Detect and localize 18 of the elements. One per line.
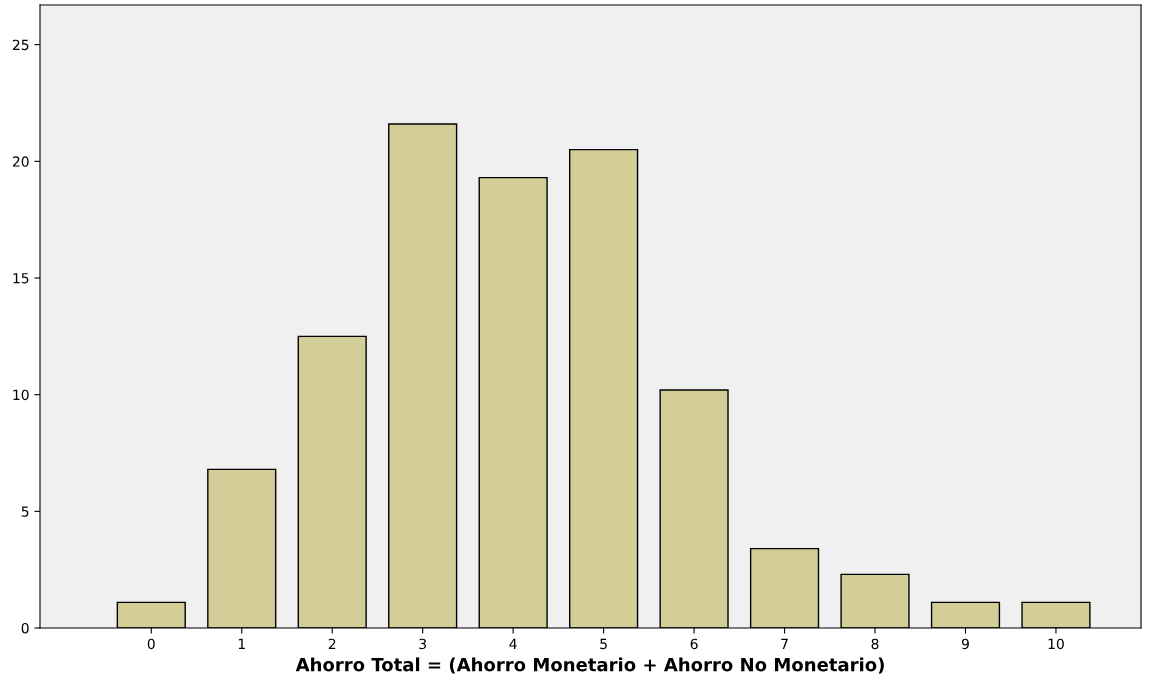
y-tick-label: 15 — [13, 273, 29, 284]
x-tick-label: 0 — [147, 638, 155, 650]
x-tick-label: 8 — [871, 638, 879, 650]
y-tick-label: 10 — [13, 389, 29, 401]
x-tick-label: 2 — [328, 638, 336, 649]
y-tick-label: 20 — [12, 156, 29, 167]
x-tick-label: 5 — [600, 638, 607, 650]
x-axis-title: Ahorro Total = (Ahorro Monetario + Ahorro No Monetario) — [295, 657, 884, 674]
x-tick-label: 4 — [509, 638, 517, 649]
x-tick-label: 10 — [1048, 638, 1064, 650]
y-tick-label: 0 — [21, 622, 29, 634]
x-tick-label: 7 — [781, 638, 788, 649]
x-tick-label: 6 — [690, 638, 698, 650]
y-tick-label: 25 — [12, 39, 29, 51]
x-tick-label: 9 — [961, 638, 969, 650]
y-tick-label: 5 — [21, 506, 29, 517]
x-tick-label: 3 — [419, 638, 426, 650]
x-tick-label: 1 — [238, 638, 245, 649]
